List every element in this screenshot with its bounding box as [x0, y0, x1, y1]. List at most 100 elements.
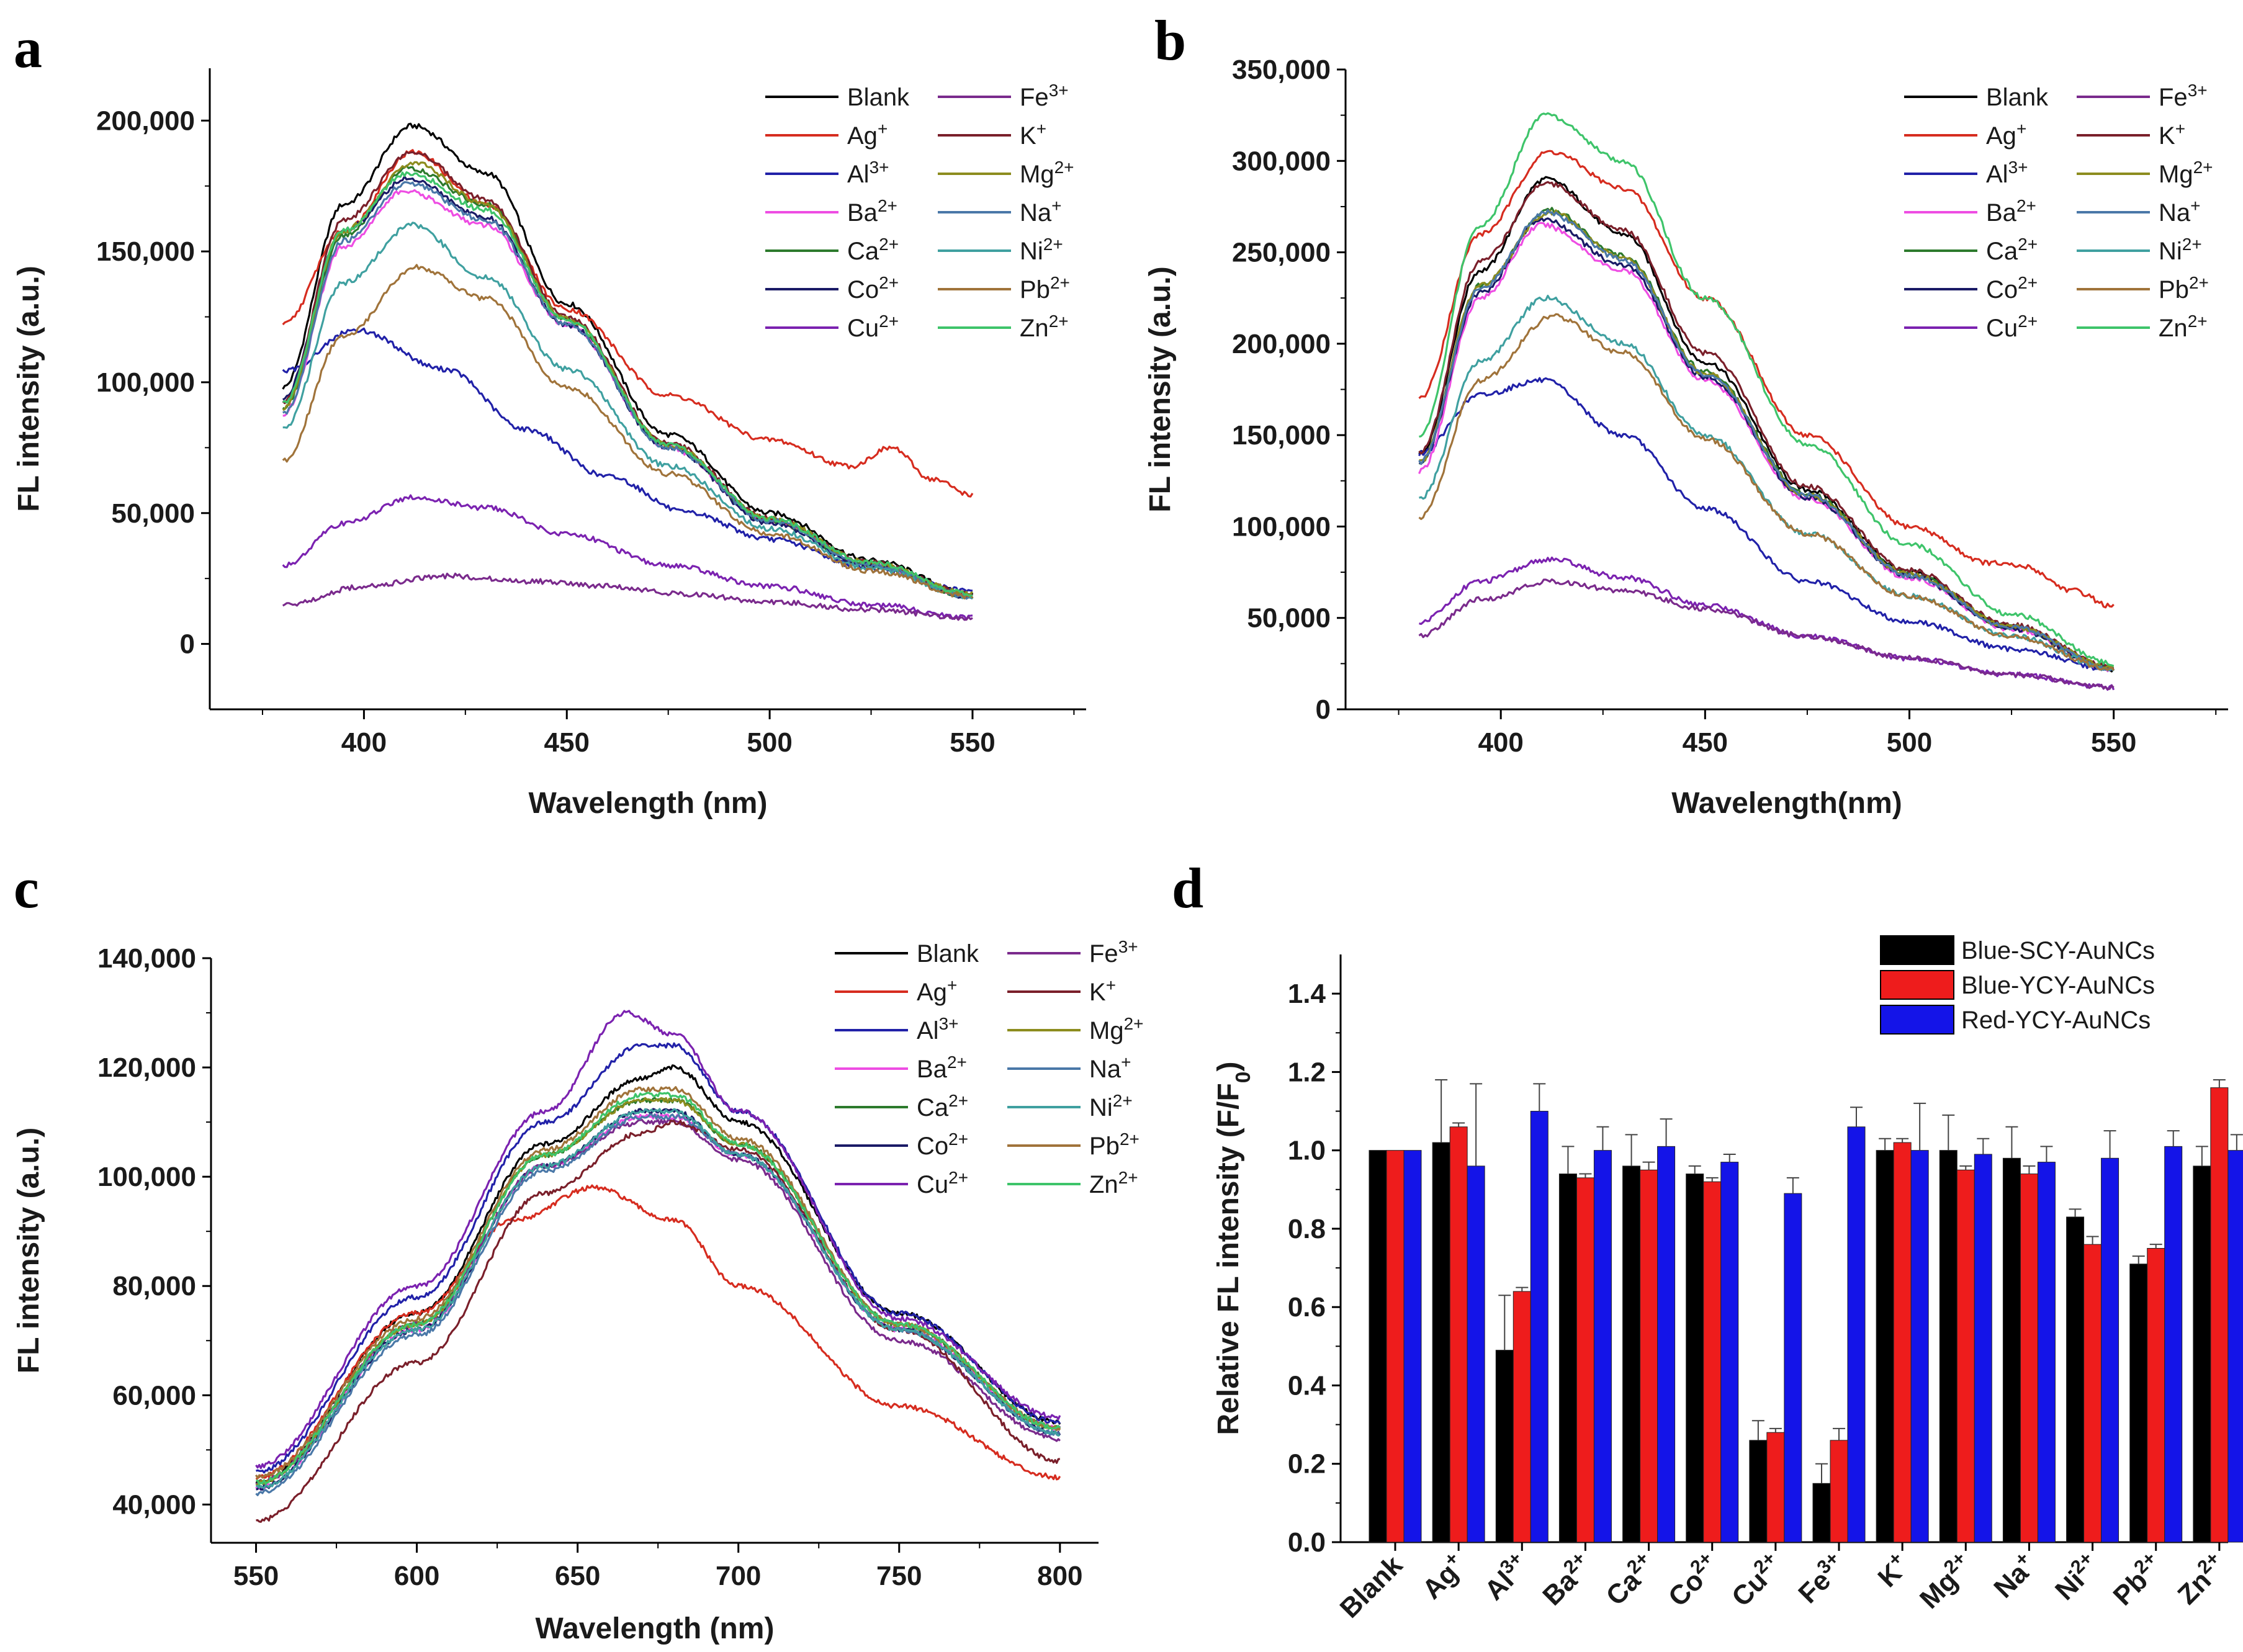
y-axis-label: FL intensity (a.u.) — [1144, 266, 1177, 512]
bar-blue-scy-auncs-mg2 — [1939, 1150, 1958, 1543]
bar-blue-scy-auncs-k — [1876, 1150, 1894, 1543]
legend-label-co2: Co2+ — [847, 273, 899, 304]
legend-label-k: K+ — [1089, 976, 1116, 1007]
series-line-zn2 — [282, 171, 973, 597]
series-line-fe3 — [1418, 578, 2115, 691]
x-tick-label-ag: Ag+ — [1414, 1547, 1472, 1605]
bar-blue-ycy-auncs-k — [1893, 1142, 1912, 1543]
legend-label-blank: Blank — [917, 940, 979, 967]
series-line-co2 — [256, 1108, 1061, 1491]
legend-label-fe3: Fe3+ — [1089, 937, 1138, 968]
legend-label-ag: Ag+ — [1986, 119, 2026, 150]
legend-label-cu2: Cu2+ — [1986, 312, 2038, 343]
chart-panel-b: 0 50,000 100,000 150,000 200,000 250,000 300,0… — [1144, 55, 2228, 820]
x-axis-label: Wavelength(nm) — [1671, 787, 1902, 820]
y-tick-label: 100,000 — [97, 1162, 196, 1192]
bar-blue-ycy-auncs-al3 — [1513, 1291, 1531, 1543]
y-tick-label: 50,000 — [111, 498, 195, 529]
legend-swatch-red-ycy-auncs — [1880, 1005, 1954, 1035]
x-tick-label: 550 — [233, 1561, 279, 1591]
legend-label-ni2: Ni2+ — [1020, 235, 1063, 266]
y-tick-label: 120,000 — [97, 1053, 196, 1083]
y-tick-label: 1.2 — [1288, 1057, 1326, 1087]
legend-label-na: Na+ — [1020, 196, 1062, 227]
y-axis-label: FL intensity (a.u.) — [12, 1128, 45, 1373]
y-tick-label: 0.8 — [1288, 1214, 1326, 1244]
bar-blue-ycy-auncs-ca2 — [1640, 1169, 1658, 1543]
x-tick-label: 550 — [950, 727, 995, 758]
bar-red-ycy-auncs-pb2 — [2164, 1146, 2183, 1543]
y-tick-label: 250,000 — [1232, 238, 1331, 268]
bar-red-ycy-auncs-ag — [1467, 1165, 1485, 1543]
x-tick-label-zn2: Zn2+ — [2169, 1547, 2232, 1610]
panel-label-c: c — [14, 856, 39, 920]
bar-red-ycy-auncs-mg2 — [1974, 1154, 1992, 1543]
x-tick-label: 700 — [716, 1561, 761, 1591]
y-tick-label: 40,000 — [112, 1489, 196, 1520]
bar-blue-ycy-auncs-zn2 — [2210, 1087, 2229, 1543]
y-tick-label: 350,000 — [1232, 55, 1331, 85]
bar-red-ycy-auncs-ba2 — [1593, 1150, 1612, 1543]
series-line-cu2 — [255, 1010, 1061, 1470]
bar-blue-scy-auncs-blank — [1369, 1150, 1387, 1543]
y-tick-label: 100,000 — [1232, 511, 1331, 542]
x-tick-label-ba2: Ba2+ — [1534, 1547, 1599, 1612]
x-tick-label-ni2: Ni2+ — [2046, 1547, 2105, 1606]
x-tick-label-k: K+ — [1869, 1547, 1915, 1593]
series-line-zn2 — [256, 1092, 1061, 1486]
y-axis-label: Relative FL intensity (F/F0) — [1212, 1062, 1255, 1435]
y-axis-label: FL intensity (a.u.) — [12, 266, 45, 511]
legend-label-mg2: Mg2+ — [2159, 158, 2213, 189]
bar-blue-ycy-auncs-mg2 — [1956, 1169, 1975, 1543]
bar-red-ycy-auncs-na — [2037, 1162, 2056, 1543]
bar-blue-scy-auncs-pb2 — [2129, 1264, 2148, 1543]
legend-label-mg2: Mg2+ — [1089, 1014, 1144, 1045]
series-line-al3 — [255, 1042, 1061, 1474]
x-tick-label-co2: Co2+ — [1660, 1547, 1725, 1613]
legend-label-cu2: Cu2+ — [917, 1168, 968, 1199]
legend-label-k: K+ — [1020, 119, 1046, 150]
bar-red-ycy-auncs-cu2 — [1784, 1193, 1802, 1543]
series-line-ni2 — [282, 222, 973, 599]
series-line-na — [255, 1113, 1060, 1496]
legend-label-co2: Co2+ — [1986, 273, 2038, 304]
chart-panel-d: 0.0 0.2 0.4 0.6 0.8 1.0 1.2 1.4 Relative FL inte… — [1212, 932, 2243, 1624]
x-tick-label: 500 — [1887, 727, 1932, 758]
bar-blue-scy-auncs-ba2 — [1558, 1174, 1577, 1543]
legend-label-ag: Ag+ — [847, 119, 888, 150]
y-tick-label: 0.4 — [1288, 1370, 1326, 1401]
series-line-ni2 — [255, 1108, 1061, 1489]
bar-red-ycy-auncs-fe3 — [1847, 1126, 1866, 1543]
bar-blue-ycy-auncs-cu2 — [1766, 1432, 1785, 1543]
legend-label-blank: Blank — [847, 84, 910, 111]
legend-swatch-blue-ycy-auncs — [1880, 970, 1954, 1000]
bar-blue-scy-auncs-ag — [1432, 1142, 1450, 1543]
legend-label-ni2: Ni2+ — [2159, 235, 2202, 266]
y-tick-label: 0 — [1316, 694, 1331, 725]
bar-blue-ycy-auncs-blank — [1386, 1150, 1405, 1543]
y-tick-label: 1.0 — [1288, 1136, 1326, 1166]
y-tick-label: 100,000 — [96, 367, 195, 398]
bar-blue-ycy-auncs-na — [2020, 1174, 2038, 1543]
y-tick-label: 200,000 — [96, 105, 195, 136]
bar-blue-scy-auncs-zn2 — [2193, 1165, 2211, 1543]
series-line-blank — [282, 122, 974, 598]
series-line-ag — [255, 1184, 1061, 1481]
series-line-fe3 — [282, 572, 973, 621]
bar-red-ycy-auncs-al3 — [1530, 1111, 1549, 1543]
bar-blue-scy-auncs-ca2 — [1622, 1165, 1641, 1543]
legend-label-red-ycy-auncs: Red-YCY-AuNCs — [1961, 1007, 2151, 1034]
series-line-na — [1418, 209, 2115, 671]
legend-label-mg2: Mg2+ — [1020, 158, 1074, 189]
bar-red-ycy-auncs-zn2 — [2227, 1150, 2243, 1543]
bar-red-ycy-auncs-co2 — [1720, 1162, 1739, 1543]
legend-label-blue-ycy-auncs: Blue-YCY-AuNCs — [1961, 972, 2155, 999]
bar-red-ycy-auncs-ca2 — [1657, 1146, 1676, 1543]
legend-label-al3: Al3+ — [917, 1014, 959, 1045]
chart-panel-a: 0 50,000 100,000 150,000 200,000 400 450 500 550… — [12, 68, 1086, 820]
legend-label-al3: Al3+ — [1986, 158, 2028, 189]
panel-label-d: d — [1172, 856, 1203, 920]
y-tick-label: 1.4 — [1288, 979, 1326, 1009]
series-line-cu2 — [1419, 556, 2115, 691]
